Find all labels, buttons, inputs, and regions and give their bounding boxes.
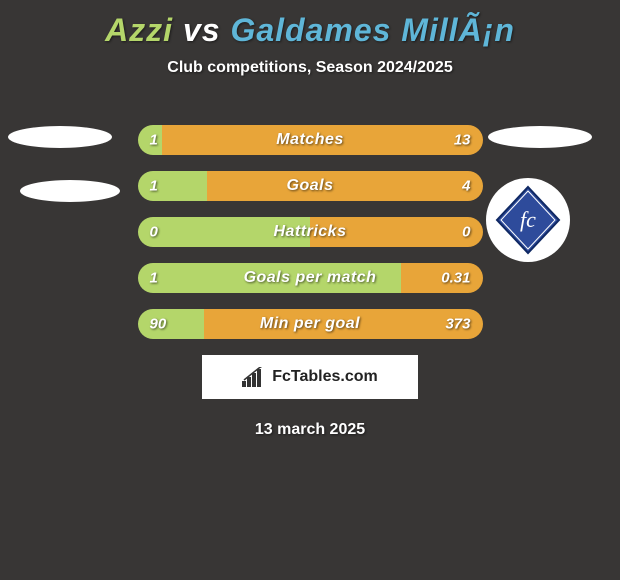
player-a-name: Azzi xyxy=(105,12,173,48)
stat-value-left: 1 xyxy=(150,270,158,287)
stat-value-right: 0.31 xyxy=(441,270,470,287)
stat-row: Hattricks0 0 xyxy=(138,217,483,247)
stat-value-left: 1 xyxy=(150,178,158,195)
stat-label: Goals xyxy=(138,177,483,195)
stat-value-right: 373 xyxy=(445,316,470,333)
competition-subtitle: Club competitions, Season 2024/2025 xyxy=(0,59,620,77)
player-b-name: Galdames MillÃ¡n xyxy=(230,12,515,48)
stat-value-left: 1 xyxy=(150,132,158,149)
date-label: 13 march 2025 xyxy=(0,421,620,439)
stat-value-left: 90 xyxy=(150,316,167,333)
stat-row: Goals1 4 xyxy=(138,171,483,201)
stat-value-right: 13 xyxy=(454,132,471,149)
stats-rows-container: Matches113Goals14Hattricks00Goals per ma… xyxy=(138,125,483,339)
stat-value-right: 4 xyxy=(462,178,470,195)
svg-text:fc: fc xyxy=(520,207,536,232)
vs-separator: vs xyxy=(173,12,230,48)
watermark-text: FcTables.com xyxy=(272,368,378,386)
comparison-title: Azzi vs Galdames MillÃ¡n xyxy=(0,0,620,49)
club-logo-svg: fc xyxy=(493,185,563,255)
stat-row: Matches1 13 xyxy=(138,125,483,155)
stat-label: Goals per match xyxy=(138,269,483,287)
stat-label: Min per goal xyxy=(138,315,483,333)
bars-icon xyxy=(242,367,266,387)
placeholder-ellipse xyxy=(8,126,112,148)
stat-label: Hattricks xyxy=(138,223,483,241)
stat-row: Min per goal90 373 xyxy=(138,309,483,339)
stat-value-left: 0 xyxy=(150,224,158,241)
club-logo: fc xyxy=(486,178,570,262)
stat-row: Goals per match1 0.31 xyxy=(138,263,483,293)
placeholder-ellipse xyxy=(488,126,592,148)
stat-value-right: 0 xyxy=(462,224,470,241)
placeholder-ellipse xyxy=(20,180,120,202)
stat-label: Matches xyxy=(138,131,483,149)
watermark-box: FcTables.com xyxy=(202,355,418,399)
